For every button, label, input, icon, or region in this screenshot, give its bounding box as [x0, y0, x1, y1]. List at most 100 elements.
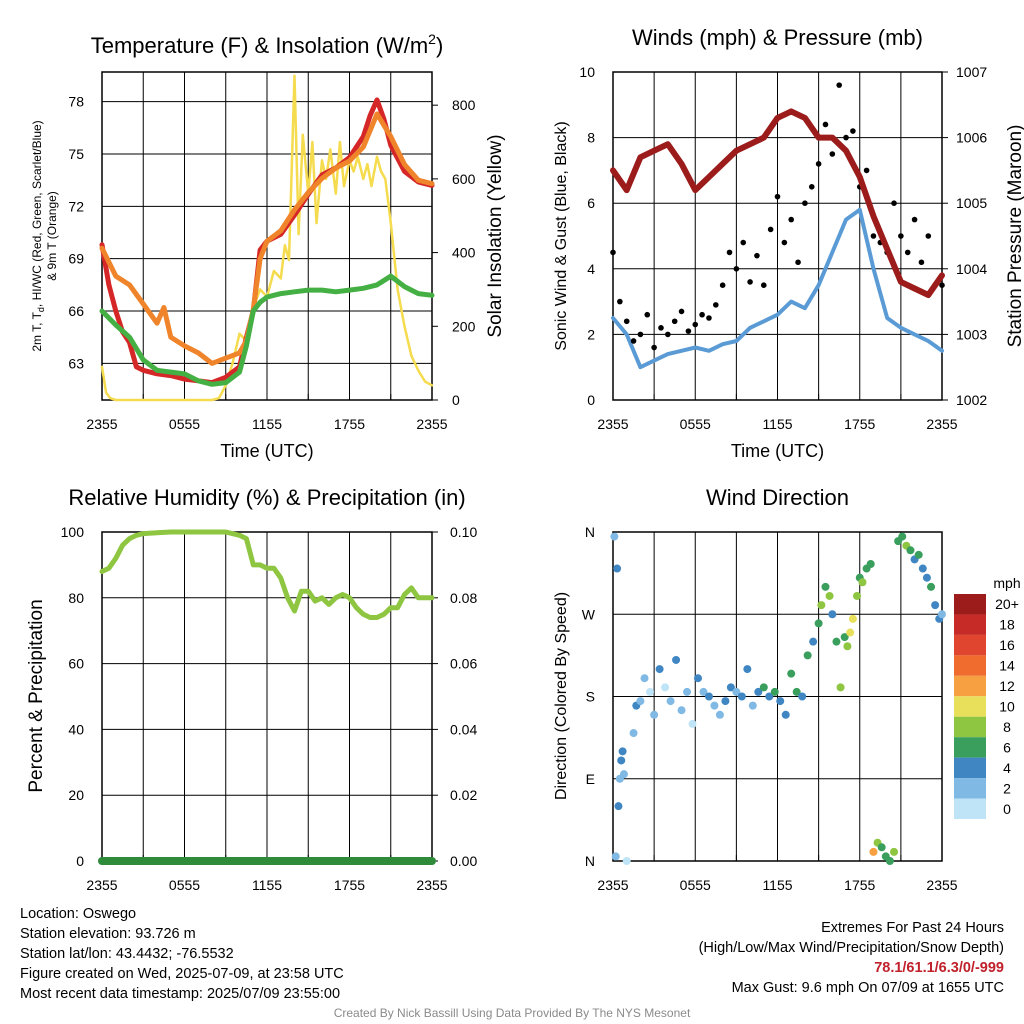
- temperature-y-label-2: & 9m T (Orange): [45, 191, 59, 281]
- direction-point: [931, 601, 940, 610]
- direction-point: [885, 857, 894, 865]
- right-tick-label: 1002: [956, 392, 987, 408]
- x-tick-label: 0555: [680, 416, 711, 432]
- direction-point: [858, 578, 867, 587]
- right-tick-label: 0.06: [450, 656, 477, 672]
- direction-point: [787, 669, 796, 678]
- direction-point: [614, 802, 623, 811]
- gust-point: [685, 328, 692, 334]
- direction-point: [655, 665, 664, 674]
- gust-point: [740, 239, 747, 246]
- y-tick-label: N: [585, 524, 595, 540]
- direction-point: [677, 706, 686, 715]
- gust-point: [843, 134, 849, 141]
- gust-point: [802, 200, 808, 206]
- gust-point: [760, 282, 767, 289]
- y-tick-label: W: [582, 606, 596, 622]
- direction-point: [748, 701, 757, 710]
- right-tick-label: 1006: [956, 130, 987, 146]
- solar-insolation-line: [100, 74, 434, 402]
- colorbar-label: 4: [1003, 760, 1011, 776]
- direction-point: [715, 710, 724, 719]
- direction-point: [927, 582, 936, 591]
- pressure-y-label: Station Pressure (Maroon): [1005, 125, 1024, 348]
- winds-title: Winds (mph) & Pressure (mb): [632, 25, 923, 50]
- direction-point: [737, 692, 746, 701]
- direction-point: [650, 710, 659, 719]
- direction-point: [629, 729, 638, 738]
- colorbar-swatch: [954, 594, 986, 615]
- gust-point: [671, 318, 678, 325]
- y-tick-label: 10: [579, 64, 595, 80]
- y-tick-label: 2: [587, 326, 595, 342]
- direction-point: [776, 697, 785, 706]
- direction-point: [843, 642, 852, 651]
- direction-point: [836, 683, 845, 692]
- direction-point: [866, 559, 875, 568]
- direction-point: [906, 546, 915, 555]
- wind-direction-y-label: Direction (Colored By Speed): [553, 592, 570, 800]
- direction-point: [683, 687, 692, 696]
- direction-point: [726, 683, 735, 692]
- gust-point: [651, 344, 657, 351]
- direction-point: [743, 665, 752, 674]
- winds-panel: 2355 0555 1155 1755 235502468101002100310041…: [553, 25, 1024, 461]
- gust-point: [658, 325, 664, 331]
- colorbar-label: 12: [999, 678, 1015, 694]
- x-tick-label: 2355: [926, 877, 957, 893]
- humidity-title: Relative Humidity (%) & Precipitation (i…: [68, 485, 465, 510]
- direction-point: [938, 610, 946, 619]
- y-tick-label: 60: [68, 656, 84, 672]
- gust-point: [678, 308, 685, 315]
- y-tick-label: 40: [68, 721, 84, 737]
- wind-speed-line: [611, 207, 944, 370]
- x-tick-label: 2355: [416, 416, 447, 432]
- x-tick-label: 1155: [252, 877, 282, 893]
- y-tick-label: 0: [587, 392, 595, 408]
- x-tick-label: 1155: [762, 877, 792, 893]
- direction-point: [821, 582, 830, 591]
- direction-point: [877, 843, 886, 852]
- gust-point: [767, 226, 774, 233]
- credit-text: Created By Nick Bassill Using Data Provi…: [333, 1006, 691, 1020]
- direction-point: [922, 573, 931, 582]
- direction-point: [890, 847, 899, 856]
- colorbar-label: 14: [999, 658, 1015, 674]
- direction-point: [618, 747, 627, 756]
- direction-point: [809, 637, 818, 646]
- right-tick-label: 0: [452, 392, 460, 408]
- gust-point: [774, 193, 781, 200]
- right-tick-label: 1007: [956, 64, 987, 80]
- x-tick-label: 2355: [86, 416, 117, 432]
- x-tick-label: 1755: [334, 877, 365, 893]
- x-tick-label: 2355: [86, 877, 117, 893]
- x-tick-label: 1755: [844, 416, 875, 432]
- direction-point: [898, 532, 907, 541]
- y-tick-label: 72: [68, 198, 84, 214]
- colorbar-swatch: [954, 634, 986, 656]
- x-tick-label: 2355: [926, 416, 957, 432]
- gust-point: [706, 315, 712, 321]
- insolation-y-label: Solar Insolation (Yellow): [485, 134, 506, 337]
- direction-point: [832, 637, 841, 646]
- x-tick-label: 2355: [597, 416, 628, 432]
- direction-point: [825, 591, 834, 600]
- direction-point: [918, 564, 927, 573]
- recent-data-text: Most recent data timestamp: 2025/07/09 2…: [20, 986, 341, 1002]
- wind-direction-title: Wind Direction: [706, 485, 849, 510]
- direction-point: [622, 857, 631, 865]
- direction-point: [661, 683, 670, 692]
- gust-point: [815, 161, 822, 167]
- direction-point: [619, 770, 628, 779]
- colorbar-swatch: [954, 757, 986, 779]
- gust-point: [637, 331, 644, 338]
- direction-point: [869, 847, 878, 856]
- direction-point: [666, 697, 675, 706]
- y-tick-label: 6: [587, 195, 595, 211]
- gust-point: [665, 331, 671, 338]
- y-tick-label: 0: [76, 853, 84, 869]
- gust-point: [850, 128, 856, 134]
- colorbar-swatch: [954, 675, 986, 697]
- colorbar-label: 18: [999, 617, 1015, 633]
- right-tick-label: 1004: [956, 261, 987, 277]
